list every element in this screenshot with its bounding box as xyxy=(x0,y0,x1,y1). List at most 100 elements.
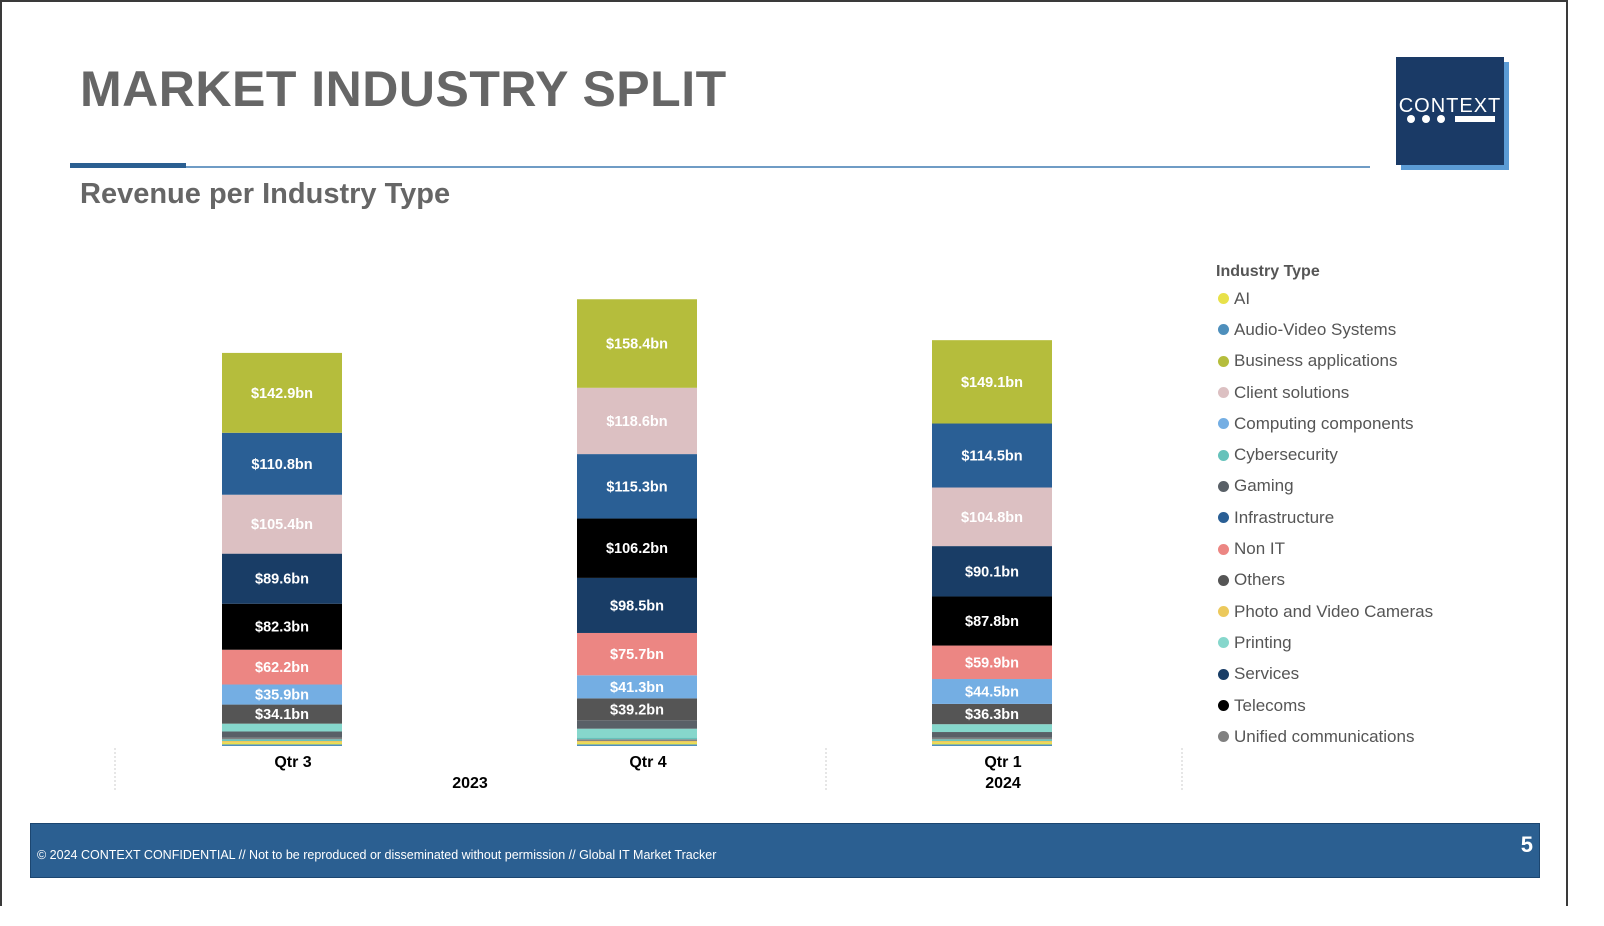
bar-segment xyxy=(222,684,342,705)
data-label: $106.2bn xyxy=(606,541,668,557)
bar-segment xyxy=(577,387,697,455)
logo-dots-icon xyxy=(1407,115,1495,123)
bar-segment xyxy=(222,603,342,650)
legend-label: Gaming xyxy=(1234,476,1294,496)
data-label: $41.3bn xyxy=(610,680,664,696)
bar-segment xyxy=(932,340,1052,424)
slide-frame xyxy=(0,0,1568,906)
bar-segment xyxy=(932,740,1052,743)
data-label: $35.9bn xyxy=(255,688,309,704)
bar-segment xyxy=(932,645,1052,680)
bar-segment xyxy=(577,739,697,741)
legend-marker-icon xyxy=(1218,355,1229,367)
slide-title: MARKET INDUSTRY SPLIT xyxy=(80,61,727,117)
bar-segment xyxy=(932,679,1052,704)
footer-bar: © 2024 CONTEXT CONFIDENTIAL // Not to be… xyxy=(30,823,1540,878)
data-label: $36.3bn xyxy=(965,707,1019,723)
bar-segment xyxy=(222,739,342,741)
bar-segment xyxy=(932,487,1052,547)
data-label: $158.4bn xyxy=(606,337,668,353)
x-group-label: 2023 xyxy=(452,775,488,792)
legend-item: Cybersecurity xyxy=(1216,439,1433,470)
data-label: $87.8bn xyxy=(965,614,1019,630)
legend-marker-icon xyxy=(1218,700,1229,711)
legend-label: Audio-Video Systems xyxy=(1234,319,1397,339)
stacked-bar-chart: $34.1bn $35.9bn $62.2bn $82.3bn $89.6bn $105.… xyxy=(114,299,1183,792)
bar-segment xyxy=(932,703,1052,725)
bar-segment xyxy=(222,744,342,746)
bar-segment xyxy=(932,596,1052,646)
legend-label: Computing components xyxy=(1234,413,1414,433)
title-divider xyxy=(70,166,1370,168)
legend-label: Unified communications xyxy=(1234,726,1415,746)
legend-item: Services xyxy=(1216,659,1433,690)
legend-label: Photo and Video Cameras xyxy=(1234,601,1434,621)
bar-segment xyxy=(577,577,697,633)
context-logo: CONTEXT xyxy=(1396,57,1504,165)
bar-segment xyxy=(932,732,1052,738)
bar-segment xyxy=(222,731,342,738)
data-label: $62.2bn xyxy=(255,660,309,676)
bar-segment xyxy=(222,432,342,495)
legend-label: Printing xyxy=(1234,632,1292,652)
legend-title: Industry Type xyxy=(1216,263,1320,280)
legend-item: Computing components xyxy=(1216,408,1433,439)
data-label: $115.3bn xyxy=(606,479,667,495)
title-divider-accent xyxy=(70,163,186,168)
data-label: $104.8bn xyxy=(961,510,1023,526)
legend-marker-icon xyxy=(1218,637,1229,649)
legend-item: Unified communications xyxy=(1216,721,1433,752)
legend-marker-icon xyxy=(1218,574,1229,586)
legend-marker-icon xyxy=(1218,668,1229,680)
chart-legend: Industry Type AI Audio-Video Systems Busin… xyxy=(1216,263,1433,752)
bar-segment xyxy=(222,742,342,745)
legend-marker-icon xyxy=(1218,293,1229,305)
bar-segment xyxy=(222,704,342,724)
bar-segment xyxy=(222,553,342,604)
x-tick-label: Qtr 4 xyxy=(629,754,666,771)
bar-segment xyxy=(932,724,1052,733)
data-label: $39.2bn xyxy=(610,702,664,718)
data-label: $118.6bn xyxy=(606,414,667,430)
bar-segment xyxy=(932,742,1052,745)
data-label: $89.6bn xyxy=(255,572,309,588)
bar-segment xyxy=(577,720,697,729)
bar-segment xyxy=(932,546,1052,597)
legend-item: Business applications xyxy=(1216,346,1433,377)
x-tick-label: Qtr 3 xyxy=(274,754,311,771)
bar-segment xyxy=(222,723,342,732)
bar-segment xyxy=(222,737,342,740)
bar-segment xyxy=(577,675,697,699)
legend-label: Non IT xyxy=(1234,539,1286,559)
data-label: $44.5bn xyxy=(965,684,1019,700)
bar-segment xyxy=(577,454,697,519)
bar-segment xyxy=(932,744,1052,746)
bar-segment xyxy=(577,299,697,388)
legend-label: Telecoms xyxy=(1234,695,1306,715)
bar-segment xyxy=(932,423,1052,488)
data-label: $105.4bn xyxy=(251,517,313,533)
legend-item: Telecoms xyxy=(1216,690,1433,721)
legend-marker-icon xyxy=(1218,418,1229,430)
legend-label: Business applications xyxy=(1234,351,1398,371)
legend-item: Non IT xyxy=(1216,533,1433,564)
legend-item: AI xyxy=(1216,283,1433,314)
bar-segment xyxy=(577,744,697,746)
data-label: $98.5bn xyxy=(610,598,664,614)
legend-marker-icon xyxy=(1218,606,1229,618)
legend-marker-icon xyxy=(1218,480,1229,492)
legend-marker-icon xyxy=(1218,543,1229,555)
legend-marker-icon xyxy=(1218,731,1229,743)
bar-segment xyxy=(577,737,697,740)
legend-item: Photo and Video Cameras xyxy=(1216,596,1433,627)
legend-label: Services xyxy=(1234,664,1300,684)
legend-marker-icon xyxy=(1218,512,1229,524)
data-label: $142.9bn xyxy=(251,386,313,402)
bar-segment xyxy=(932,737,1052,740)
legend-label: Client solutions xyxy=(1234,382,1350,402)
data-label: $110.8bn xyxy=(251,457,312,473)
data-label: $114.5bn xyxy=(961,449,1022,465)
legend-item: Client solutions xyxy=(1216,377,1433,408)
x-tick-label: Qtr 1 xyxy=(984,754,1021,771)
footer-text: © 2024 CONTEXT CONFIDENTIAL // Not to be… xyxy=(37,848,717,862)
